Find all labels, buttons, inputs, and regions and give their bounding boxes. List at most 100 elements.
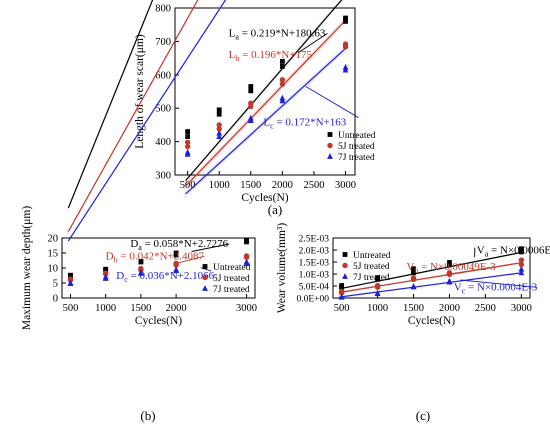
annotation-arrow [191,243,230,252]
equation-symbol: V [454,281,462,293]
data-point [102,275,109,281]
data-point [185,134,191,139]
y-tick-label: 2.5E-03 [299,235,330,245]
x-tick-label: 1500 [130,303,151,314]
equation-text: = 0.042*N+2.4087 [118,250,205,262]
data-point [411,266,416,272]
legend-entry: 7J treated [353,273,390,283]
data-point [518,261,525,268]
equation-text: = N×0.0006E-3 [488,245,550,257]
legend-marker [327,132,333,137]
equation-subscript: c [124,275,128,284]
data-point [185,129,191,134]
data-point [447,262,452,268]
equation-symbol: D [130,238,138,250]
equation-symbol: L [229,27,236,39]
legend-entry: Untreated [338,131,376,141]
x-tick-label: 1500 [240,180,261,191]
data-point [518,246,524,252]
chart-b: 500 1000 1500 2000 3000 0 5 10 15 20 Cycles(N) Maxi… [21,0,257,423]
data-point [446,271,453,278]
data-point [518,257,525,263]
fit-equation: La = 0.219*N+180.63 [229,27,326,41]
data-point [243,254,250,260]
x-tick-label: 1500 [403,303,424,314]
equation-subscript: b [114,255,118,264]
data-point [279,59,285,64]
chart-a: 500 1000 1500 2000 2500 3000 300 400 500 600 700 80… [134,0,376,217]
data-point [67,280,74,286]
plot-frame [174,7,356,176]
annotation-arrow [284,54,313,84]
equation-text: = 0.219*N+180.63 [239,27,326,39]
legend-marker [202,285,208,291]
annotation-arrow [297,33,328,54]
legend-marker [327,153,333,159]
data-point [343,15,348,21]
data-point [342,66,349,73]
data-point [173,252,179,258]
equation-subscript: b [235,54,239,63]
legend-entry: Untreated [353,251,391,261]
fit-line-7j-treated [67,0,227,242]
data-point [137,270,144,276]
x-tick-label: 1000 [209,180,230,191]
data-point [248,84,254,89]
data-point [279,77,286,83]
y-tick-label: 0.0E+00 [296,295,329,305]
plot-frame [332,237,531,299]
fit-line-untreated [67,0,154,209]
y-tick-label: 0 [53,294,58,305]
legend-entry: 7J treated [213,285,250,295]
legend-entry: Untreated [213,263,251,273]
legend-marker [202,264,208,269]
equation-text: = 0.172*N+163 [274,117,347,129]
x-tick-label: 2500 [303,180,324,191]
x-axis-label: Cycles(N) [408,315,455,327]
data-point [216,133,223,139]
x-tick-label: 1000 [95,303,116,314]
annotation-arrow [445,266,495,275]
data-point [339,284,345,290]
data-point [216,129,223,136]
data-point [216,107,222,113]
data-point [518,249,524,255]
equation-text: = 0.196*N+175 [239,49,312,61]
data-point [68,273,73,278]
x-tick-label: 500 [180,180,196,191]
x-tick-label: 2000 [272,180,293,191]
data-point [244,239,249,245]
data-point [518,265,525,272]
data-point [410,276,417,282]
legend-marker [202,274,208,281]
data-point [173,267,180,274]
data-point [279,81,286,87]
fit-line-untreated [185,0,343,181]
x-tick-label: 2500 [475,303,496,314]
y-tick-label: 2.0E-03 [299,247,330,257]
equation-subscript: a [138,243,142,252]
legend-marker [342,252,348,257]
data-point [374,290,381,297]
data-point [248,103,254,110]
data-point [279,97,286,104]
data-point [410,283,417,290]
y-tick-label: 700 [155,37,171,48]
equation-text: = N×0.00049E-3 [418,261,496,273]
data-point [447,260,452,265]
fit-equation: Va = N×0.0006E-3 [477,245,550,259]
data-point [518,269,525,276]
legend-entry: 7J treated [338,153,375,163]
x-tick-label: 1000 [367,303,388,314]
equation-subscript: a [235,32,239,41]
annotation-arrow [460,279,538,288]
y-axis-label: Wear volume(mm³) [276,223,288,314]
chart-c: 500 1000 1500 2000 2500 3000 0.0E+00 5.0E-04 1.0… [276,223,550,423]
equation-subscript: a [485,250,489,259]
fit-line-7j-treated [339,272,522,298]
equation-symbol: V [406,261,414,273]
equation-symbol: D [116,270,124,282]
y-tick-label: 500 [155,104,171,115]
annotation-arrow [200,267,212,272]
y-tick-label: 800 [155,4,171,15]
